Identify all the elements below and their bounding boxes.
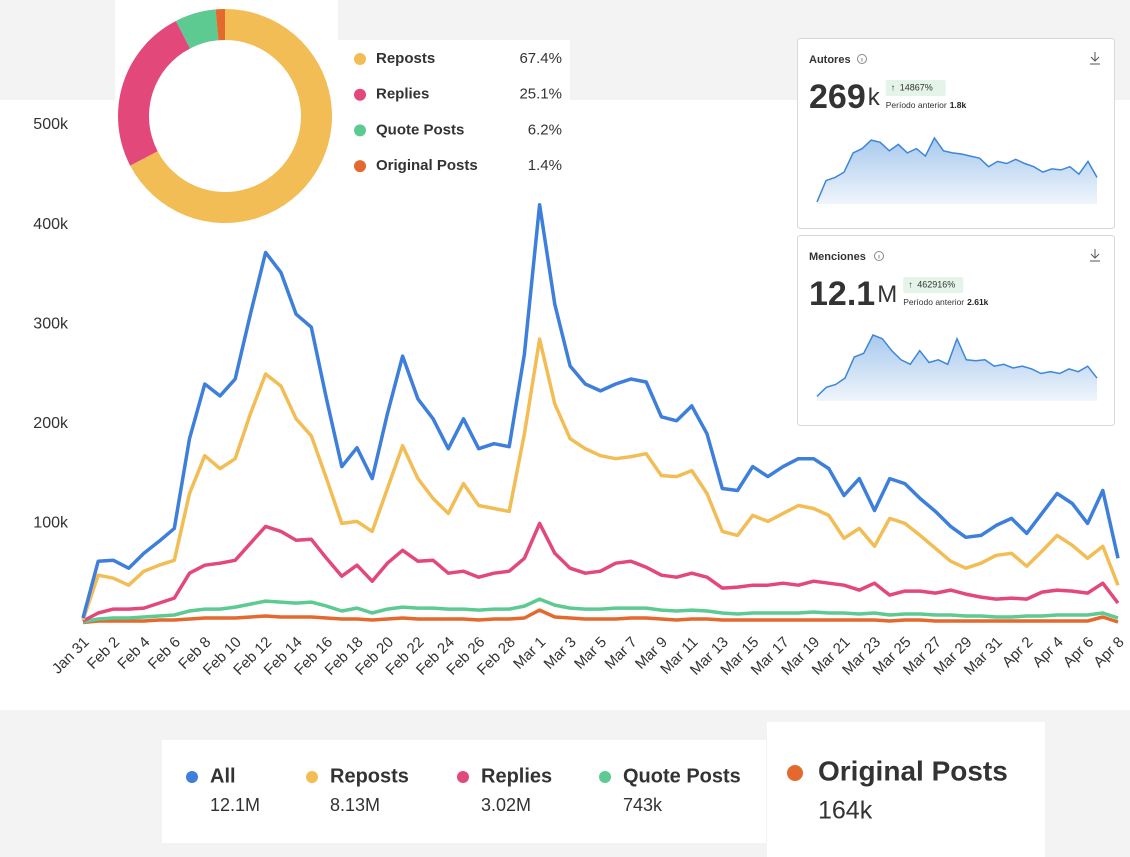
series-line	[81, 202, 1120, 619]
legend-label: Replies	[481, 765, 552, 787]
legend-total: 164k	[818, 797, 873, 825]
previous-label: Período anterior	[903, 297, 964, 307]
legend-label: Original Posts	[376, 157, 478, 174]
legend-label: Quote Posts	[376, 121, 464, 138]
y-tick-label: 400k	[33, 216, 69, 233]
sparkline-area	[817, 335, 1097, 401]
legend-value: 67.4%	[519, 50, 562, 67]
change-arrow: ↑	[891, 82, 896, 92]
card-title: Menciones	[809, 251, 866, 263]
legend-value: 1.4%	[528, 157, 562, 174]
legend-label: Original Posts	[818, 755, 1008, 786]
kpi: 269k	[809, 78, 881, 116]
previous-period: Período anterior 2.61k	[903, 297, 988, 307]
legend-dot	[186, 771, 198, 783]
kpi-unit: M	[877, 281, 897, 308]
legend-dot	[354, 160, 366, 173]
legend-dot	[599, 771, 611, 783]
previous-period: Período anterior 1.8k	[886, 100, 967, 110]
legend-dot	[787, 765, 803, 781]
sparkline	[816, 136, 1098, 203]
y-tick-label: 100k	[33, 515, 69, 532]
info-icon	[857, 54, 867, 64]
info-icon	[874, 251, 884, 261]
donut-slice	[215, 9, 225, 41]
kpi: 12.1M	[809, 275, 897, 313]
legend-dot	[306, 771, 318, 783]
previous-value: 1.8k	[950, 100, 967, 110]
kpi-number: 12.1	[809, 275, 875, 313]
legend-label: Reposts	[376, 50, 435, 67]
kpi-unit: k	[868, 84, 881, 111]
legend-dot	[354, 88, 366, 101]
legend-panel	[767, 722, 1045, 857]
legend-panel	[162, 740, 766, 843]
legend-dot	[354, 53, 366, 65]
download-icon[interactable]	[1090, 249, 1100, 262]
card-title: Autores	[809, 54, 851, 66]
change-badge	[885, 80, 946, 96]
change-badge	[903, 277, 964, 293]
previous-value: 2.61k	[967, 297, 989, 307]
series-line	[82, 608, 1119, 625]
legend-dot	[457, 771, 469, 783]
change-value: 462916%	[917, 279, 955, 289]
legend-label: Replies	[376, 86, 429, 103]
y-tick-label: 500k	[33, 116, 69, 133]
sparkline	[816, 334, 1098, 397]
legend-total: 743k	[623, 795, 663, 815]
legend-dot	[354, 124, 366, 137]
donut-legend-panel	[338, 40, 570, 188]
legend-label: Reposts	[330, 765, 409, 787]
kpi-number: 269	[809, 78, 866, 116]
series-line	[82, 597, 1119, 624]
legend-total: 8.13M	[330, 795, 380, 815]
donut-slice	[175, 9, 219, 49]
download-icon[interactable]	[1090, 52, 1100, 65]
legend-label: Quote Posts	[623, 765, 741, 787]
sparkline-area	[817, 138, 1097, 204]
change-arrow: ↑	[908, 279, 913, 289]
y-tick-label: 300k	[33, 315, 69, 332]
change-value: 14867%	[900, 82, 933, 92]
legend-value: 6.2%	[528, 121, 562, 138]
y-tick-label: 200k	[33, 415, 69, 432]
previous-label: Período anterior	[886, 100, 947, 110]
legend-value: 25.1%	[519, 86, 562, 103]
legend-label: All	[210, 765, 236, 787]
donut-slice	[118, 20, 191, 166]
legend-total: 3.02M	[481, 795, 531, 815]
series-line	[82, 521, 1120, 623]
series-line	[81, 337, 1120, 621]
donut-slice	[130, 9, 332, 224]
legend-total: 12.1M	[210, 795, 260, 815]
